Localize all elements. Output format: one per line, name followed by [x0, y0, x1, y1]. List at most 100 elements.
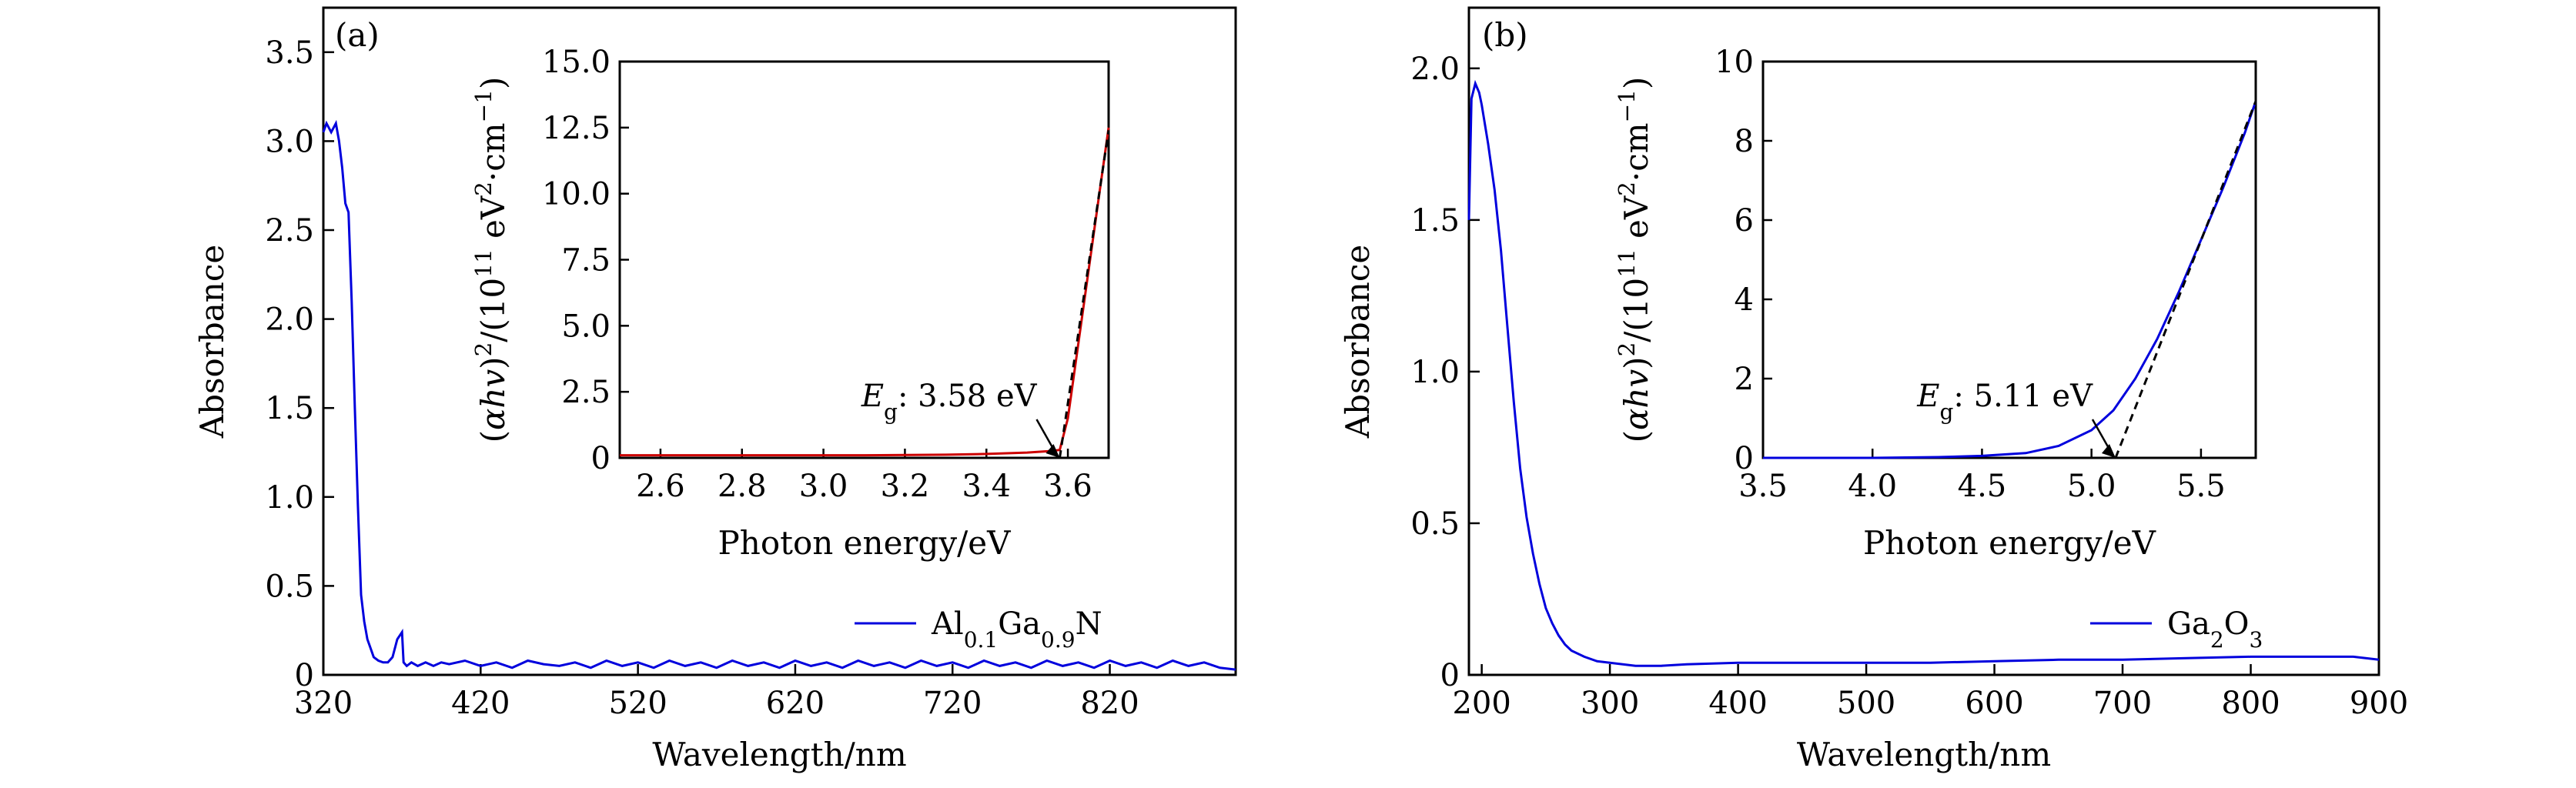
inset-y-tick-label: 7.5 [561, 243, 611, 279]
panel-b: 200 300 400 500 600 700 800 900 0 0.5 1.0 1.5 2.0 Wav… [1339, 6, 2408, 773]
panel-tag: (b) [1482, 16, 1528, 54]
x-tick-label: 820 [1080, 686, 1139, 721]
inset-x-tick-label: 3.2 [881, 469, 930, 504]
y-tick-label: 1.5 [1410, 203, 1460, 239]
inset-y-tick-label: 10.0 [542, 177, 611, 212]
annotation-label-part: E [861, 379, 884, 414]
y-axis-label: Absorbance [193, 245, 231, 439]
x-tick-label: 320 [294, 686, 353, 721]
y-axis-label: Absorbance [1339, 245, 1377, 439]
inset-y-tick-label: 12.5 [542, 111, 611, 146]
legend-label-part: 2 [2210, 627, 2224, 653]
inset-y-axis-label-part: −1 [470, 89, 497, 122]
inset: 3.5 4.0 4.5 5.0 5.5 0 2 4 6 8 10 Photon energy/eV (α… [1614, 45, 2257, 562]
inset-x-tick-label: 5.5 [2176, 469, 2226, 504]
y-tick-label: 2.5 [265, 213, 314, 249]
x-tick-label: 300 [1581, 686, 1639, 721]
legend-label-part: N [1076, 606, 1102, 642]
inset-x-axis-label: Photon energy/eV [718, 524, 1012, 562]
inset-y-tick-label: 2 [1735, 362, 1754, 397]
inset-y-axis-label-part: −1 [1614, 89, 1640, 122]
inset-x-axis-label: Photon energy/eV [1863, 524, 2156, 562]
inset-y-axis-label-part: αhv [1618, 369, 1655, 430]
inset-y-tick-label: 15.0 [542, 45, 611, 80]
legend-label: Al0.1Ga0.9N [931, 606, 1102, 653]
plot-frame [1467, 6, 2380, 676]
y-tick-label: 0 [1440, 658, 1460, 693]
inset-y-axis-label-part: αhv [474, 369, 512, 430]
annotation-label: Eg: 5.11 eV [1916, 379, 2093, 425]
legend-label-part: O [2224, 606, 2250, 642]
inset-y-axis-label-part: ) [1618, 356, 1655, 369]
inset-y-axis-label-part: 2 [1614, 182, 1640, 196]
inset-series-line [620, 127, 1110, 457]
inset-x-tick-label: 2.6 [636, 469, 685, 504]
y-tick-label: 0.5 [1410, 506, 1460, 542]
y-tick-label: 1.0 [265, 480, 314, 516]
x-tick-label: 800 [2221, 686, 2280, 721]
inset-series-line [1763, 101, 2257, 459]
plot-frame [322, 6, 1237, 676]
x-tick-label: 620 [766, 686, 825, 721]
inset-y-tick-label: 5.0 [561, 309, 611, 344]
annotation-label-part: g [1939, 399, 1953, 425]
inset-x-tick-label: 5.0 [2067, 469, 2116, 504]
x-tick-label: 600 [1965, 686, 2023, 721]
x-tick-label: 400 [1708, 686, 1767, 721]
inset-y-tick-label: 4 [1735, 282, 1754, 318]
x-axis-label: Wavelength/nm [1797, 736, 2051, 773]
x-tick-label: 420 [451, 686, 510, 721]
x-tick-label: 500 [1837, 686, 1895, 721]
inset-frame [1761, 60, 2257, 459]
inset-y-axis-label: (αhv)2/(1011 eV2·cm−1) [1614, 77, 1655, 443]
inset-fit-line [2114, 100, 2257, 459]
inset-y-axis-label-part: eV [1618, 195, 1655, 249]
series-line [1467, 79, 2380, 667]
inset-y-axis-label-part: /(10 [1618, 278, 1655, 342]
legend-label-part: Ga [998, 606, 1041, 642]
panel-a: 320 420 520 620 720 820 0 0.5 1.0 1.5 2.0 2.5 3.0 3.5… [193, 6, 1237, 773]
inset-y-axis-label-part: ) [474, 77, 512, 89]
y-tick-label: 1.5 [265, 391, 314, 426]
x-tick-label: 720 [923, 686, 982, 721]
panel-tag: (a) [335, 16, 380, 54]
inset-y-axis-label-part: ·cm [474, 122, 512, 182]
y-tick-label: 2.0 [1410, 52, 1460, 87]
x-tick-label: 200 [1452, 686, 1510, 721]
y-tick-label: 0.5 [265, 569, 314, 604]
inset-x-tick-label: 3.4 [962, 469, 1011, 504]
inset-y-axis-label-part: 11 [470, 249, 497, 277]
legend-label-part: 0.9 [1041, 627, 1076, 653]
legend-label-part: 3 [2249, 627, 2263, 653]
inset-y-tick-label: 10 [1715, 45, 1754, 80]
inset-x-tick-label: 3.0 [799, 469, 848, 504]
inset-x-tick-label: 2.8 [718, 469, 767, 504]
inset-y-axis-label-part: ( [474, 430, 512, 442]
inset-y-axis-label: (αhv)2/(1011 eV2·cm−1) [470, 77, 512, 443]
y-tick-label: 1.0 [1410, 355, 1460, 390]
annotation-arrow-head [1045, 444, 1060, 458]
inset-y-tick-label: 0 [1735, 441, 1754, 476]
annotation-label-part: : 3.58 eV [898, 379, 1038, 414]
y-tick-label: 0 [295, 658, 314, 693]
legend-label-part: Ga [2167, 606, 2210, 642]
legend-label-part: Al [931, 606, 964, 642]
y-tick-label: 3.0 [265, 124, 314, 159]
inset-frame [618, 60, 1110, 459]
inset-y-tick-label: 0 [591, 441, 611, 476]
annotation-label-part: g [884, 399, 898, 425]
inset-y-axis-label-part: ( [1618, 430, 1655, 442]
x-tick-label: 900 [2350, 686, 2408, 721]
inset-y-tick-label: 8 [1735, 124, 1754, 159]
inset-y-axis-label-part: 2 [470, 182, 497, 196]
annotation-arrow-head [2101, 444, 2116, 458]
inset-y-axis-label-part: 2 [1614, 342, 1640, 357]
annotation-label: Eg: 3.58 eV [861, 379, 1038, 425]
inset-y-axis-label-part: ·cm [1618, 122, 1655, 182]
x-axis-label: Wavelength/nm [652, 736, 906, 773]
legend-label: Ga2O3 [2167, 606, 2263, 653]
inset: 2.6 2.8 3.0 3.2 3.4 3.6 0 2.5 5.0 7.5 10.0 12.5 15.0… [470, 45, 1110, 562]
annotation-label-part: : 5.11 eV [1953, 379, 2093, 414]
legend-label-part: 0.1 [964, 627, 999, 653]
